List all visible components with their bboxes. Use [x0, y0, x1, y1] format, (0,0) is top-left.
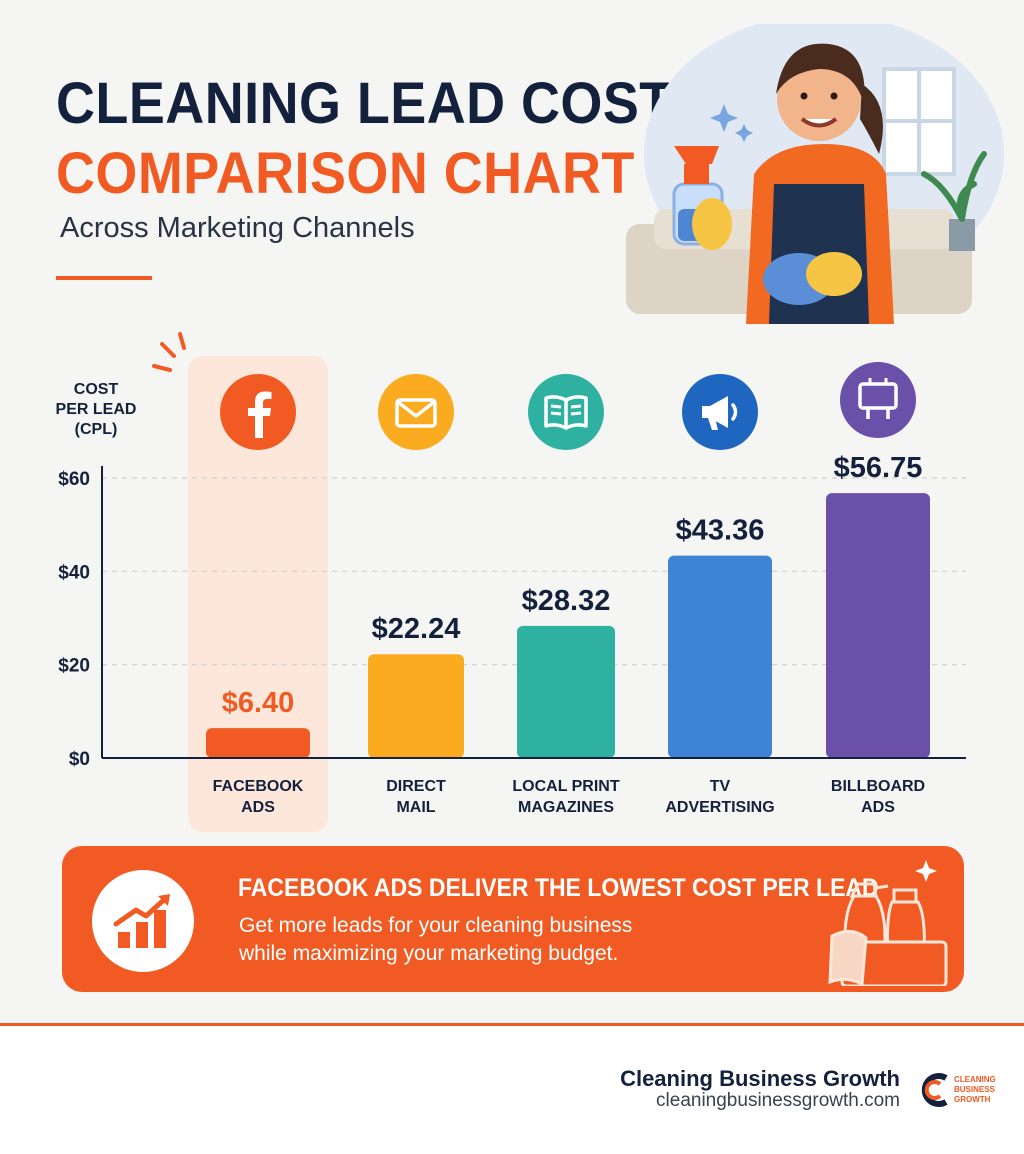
banner-headline: FACEBOOK ADS DELIVER THE LOWEST COST PER…	[238, 874, 879, 902]
callout-banner: FACEBOOK ADS DELIVER THE LOWEST COST PER…	[62, 846, 964, 992]
chart-subtitle: Across Marketing Channels	[60, 212, 415, 244]
category-label-line: TV	[709, 778, 731, 795]
footer: Cleaning Business Growth cleaningbusines…	[0, 1026, 1024, 1154]
brand-name: Cleaning Business Growth	[620, 1066, 900, 1091]
category-label-line: BILLBOARD	[830, 778, 926, 795]
y-tick-label: $20	[58, 656, 90, 677]
growth-chart-icon	[92, 870, 194, 972]
y-axis-label-line: COST	[73, 381, 119, 398]
brand-url-link[interactable]: cleaningbusinessgrowth.com	[656, 1090, 900, 1111]
cleaner-woman-illustration	[626, 24, 1004, 324]
category-label-line: DIRECT	[386, 778, 446, 795]
banner-text-line: Get more leads for your cleaning busines…	[239, 914, 633, 937]
brand-logo-text: BUSINESS	[954, 1085, 996, 1094]
category-label-line: LOCAL PRINT	[512, 778, 620, 795]
attention-burst-icon	[152, 332, 186, 372]
y-axis-label-line: PER LEAD	[55, 401, 137, 418]
category-label-line: FACEBOOK	[212, 778, 304, 795]
megaphone-icon	[682, 374, 758, 450]
bar-value-label: $56.75	[834, 452, 923, 484]
category-label-line: ADS	[241, 799, 275, 816]
billboard-icon	[840, 362, 916, 438]
envelope-icon	[378, 374, 454, 450]
category-label-line: MAGAZINES	[518, 799, 614, 816]
footer-divider	[0, 1023, 1024, 1026]
category-label: LOCAL PRINT MAGAZINES	[486, 776, 646, 818]
y-tick-label: $60	[58, 469, 90, 490]
category-label: FACEBOOK ADS	[178, 776, 338, 818]
category-label: BILLBOARD ADS	[798, 776, 958, 818]
category-label-line: ADVERTISING	[665, 799, 775, 816]
bar	[668, 555, 772, 758]
cleaning-supplies-icon	[828, 860, 948, 986]
y-tick-label: $40	[58, 562, 90, 583]
y-axis-label-line: (CPL)	[74, 421, 118, 438]
bar	[517, 625, 615, 758]
category-label: DIRECT MAIL	[336, 776, 496, 818]
brand-logo: CLEANING BUSINESS GROWTH	[921, 1073, 996, 1107]
bar-value-label: $6.40	[222, 687, 295, 719]
bar	[368, 654, 464, 758]
brand-logo-text: GROWTH	[954, 1095, 991, 1104]
bar	[206, 728, 310, 758]
title-underline	[56, 276, 152, 280]
bar	[826, 493, 930, 758]
y-tick-label: $0	[69, 749, 90, 770]
open-book-icon	[528, 374, 604, 450]
y-axis-label: COST PER LEAD (CPL)	[46, 380, 146, 440]
category-label-line: MAIL	[396, 799, 436, 816]
bar-value-label: $22.24	[372, 613, 461, 645]
facebook-icon	[220, 374, 296, 450]
bar-value-label: $43.36	[676, 515, 765, 547]
category-label: TV ADVERTISING	[640, 776, 800, 818]
chart-title-line-2: COMPARISON CHART	[56, 141, 635, 206]
category-label-line: ADS	[861, 799, 895, 816]
brand-logo-text: CLEANING	[954, 1075, 996, 1084]
bar-value-label: $28.32	[522, 585, 611, 617]
bar-chart: $0 $20 $40 $60 $6.40 $22.24 $28.32 $43.36 $56.75	[58, 452, 966, 770]
chart-title-line-1: CLEANING LEAD COST	[56, 71, 673, 136]
banner-text-line: while maximizing your marketing budget.	[239, 942, 619, 965]
